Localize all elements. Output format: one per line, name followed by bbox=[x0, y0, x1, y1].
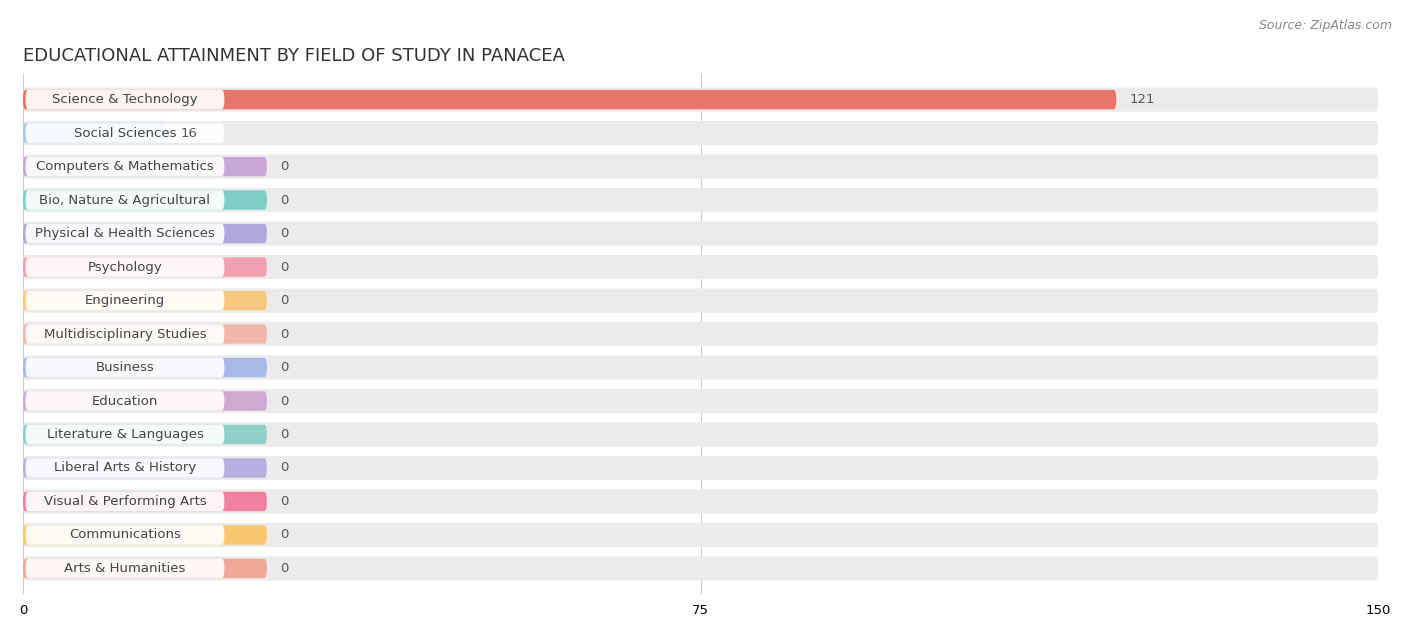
FancyBboxPatch shape bbox=[22, 190, 267, 210]
Text: Computers & Mathematics: Computers & Mathematics bbox=[37, 160, 214, 173]
Text: Psychology: Psychology bbox=[87, 260, 162, 274]
FancyBboxPatch shape bbox=[22, 391, 267, 411]
FancyBboxPatch shape bbox=[22, 556, 1378, 581]
Text: Visual & Performing Arts: Visual & Performing Arts bbox=[44, 495, 207, 508]
FancyBboxPatch shape bbox=[25, 291, 225, 310]
FancyBboxPatch shape bbox=[22, 255, 1378, 279]
FancyBboxPatch shape bbox=[22, 489, 1378, 514]
Text: 0: 0 bbox=[280, 227, 288, 240]
FancyBboxPatch shape bbox=[25, 190, 225, 210]
Text: 0: 0 bbox=[280, 260, 288, 274]
Text: 0: 0 bbox=[280, 428, 288, 441]
FancyBboxPatch shape bbox=[22, 458, 267, 478]
Text: Arts & Humanities: Arts & Humanities bbox=[65, 562, 186, 575]
FancyBboxPatch shape bbox=[22, 291, 267, 310]
FancyBboxPatch shape bbox=[25, 90, 225, 109]
Text: 0: 0 bbox=[280, 394, 288, 408]
FancyBboxPatch shape bbox=[25, 559, 225, 578]
Text: Literature & Languages: Literature & Languages bbox=[46, 428, 204, 441]
Text: Social Sciences: Social Sciences bbox=[73, 126, 176, 140]
Text: 0: 0 bbox=[280, 361, 288, 374]
FancyBboxPatch shape bbox=[22, 224, 267, 243]
FancyBboxPatch shape bbox=[22, 221, 1378, 246]
Text: Education: Education bbox=[91, 394, 157, 408]
Text: Business: Business bbox=[96, 361, 155, 374]
Text: Multidisciplinary Studies: Multidisciplinary Studies bbox=[44, 327, 207, 341]
Text: 0: 0 bbox=[280, 327, 288, 341]
FancyBboxPatch shape bbox=[25, 425, 225, 444]
FancyBboxPatch shape bbox=[25, 324, 225, 344]
Text: Bio, Nature & Agricultural: Bio, Nature & Agricultural bbox=[39, 193, 211, 207]
FancyBboxPatch shape bbox=[22, 523, 1378, 547]
Text: 0: 0 bbox=[280, 562, 288, 575]
FancyBboxPatch shape bbox=[22, 559, 267, 578]
FancyBboxPatch shape bbox=[22, 188, 1378, 212]
FancyBboxPatch shape bbox=[22, 456, 1378, 480]
FancyBboxPatch shape bbox=[22, 257, 267, 277]
Text: Source: ZipAtlas.com: Source: ZipAtlas.com bbox=[1258, 19, 1392, 32]
FancyBboxPatch shape bbox=[22, 389, 1378, 413]
FancyBboxPatch shape bbox=[22, 525, 267, 545]
FancyBboxPatch shape bbox=[22, 358, 267, 377]
Text: 0: 0 bbox=[280, 294, 288, 307]
Text: Liberal Arts & History: Liberal Arts & History bbox=[53, 461, 195, 475]
Text: 16: 16 bbox=[181, 126, 198, 140]
FancyBboxPatch shape bbox=[22, 157, 267, 176]
Text: 0: 0 bbox=[280, 528, 288, 542]
FancyBboxPatch shape bbox=[25, 492, 225, 511]
FancyBboxPatch shape bbox=[22, 492, 267, 511]
FancyBboxPatch shape bbox=[25, 257, 225, 277]
FancyBboxPatch shape bbox=[22, 324, 267, 344]
FancyBboxPatch shape bbox=[25, 525, 225, 545]
Text: Physical & Health Sciences: Physical & Health Sciences bbox=[35, 227, 215, 240]
FancyBboxPatch shape bbox=[25, 123, 225, 143]
Text: 0: 0 bbox=[280, 160, 288, 173]
Text: 121: 121 bbox=[1130, 93, 1156, 106]
Text: 0: 0 bbox=[280, 495, 288, 508]
Text: 0: 0 bbox=[280, 193, 288, 207]
FancyBboxPatch shape bbox=[22, 288, 1378, 313]
FancyBboxPatch shape bbox=[22, 322, 1378, 346]
FancyBboxPatch shape bbox=[22, 121, 1378, 145]
FancyBboxPatch shape bbox=[22, 155, 1378, 179]
FancyBboxPatch shape bbox=[25, 358, 225, 377]
FancyBboxPatch shape bbox=[25, 224, 225, 243]
FancyBboxPatch shape bbox=[25, 157, 225, 176]
FancyBboxPatch shape bbox=[25, 391, 225, 411]
Text: Engineering: Engineering bbox=[84, 294, 165, 307]
Text: Communications: Communications bbox=[69, 528, 181, 542]
FancyBboxPatch shape bbox=[22, 88, 1378, 112]
FancyBboxPatch shape bbox=[22, 422, 1378, 447]
FancyBboxPatch shape bbox=[25, 458, 225, 478]
FancyBboxPatch shape bbox=[22, 425, 267, 444]
FancyBboxPatch shape bbox=[22, 90, 1116, 109]
Text: EDUCATIONAL ATTAINMENT BY FIELD OF STUDY IN PANACEA: EDUCATIONAL ATTAINMENT BY FIELD OF STUDY… bbox=[22, 47, 565, 64]
FancyBboxPatch shape bbox=[22, 355, 1378, 380]
FancyBboxPatch shape bbox=[22, 123, 167, 143]
Text: Science & Technology: Science & Technology bbox=[52, 93, 198, 106]
Text: 0: 0 bbox=[280, 461, 288, 475]
